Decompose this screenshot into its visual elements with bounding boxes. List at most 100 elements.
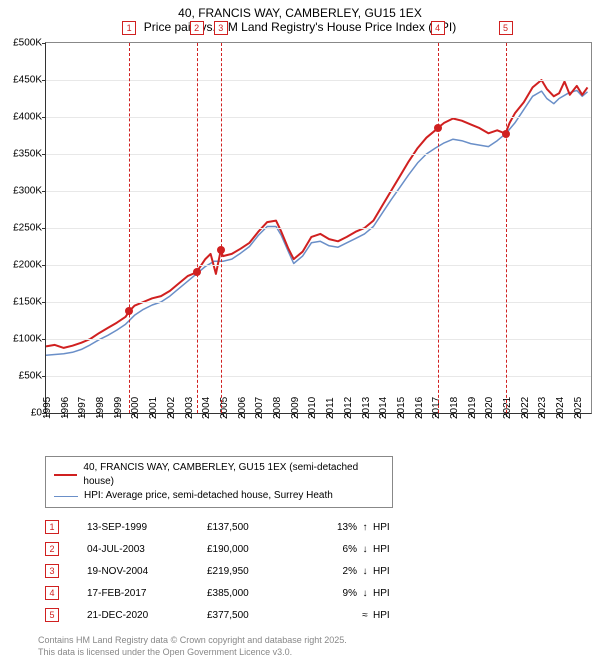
x-axis-label: 2010 xyxy=(307,397,318,419)
y-axis-label: £350K xyxy=(13,149,46,160)
sales-price: £377,500 xyxy=(207,610,317,621)
sales-arrow-icon: ≈ xyxy=(357,610,373,621)
x-axis-label: 2006 xyxy=(237,397,248,419)
x-axis-label: 2000 xyxy=(130,397,141,419)
gridline-h xyxy=(46,117,591,118)
x-axis-label: 2021 xyxy=(502,397,513,419)
gridline-h xyxy=(46,339,591,340)
sales-idx: 4 xyxy=(45,586,59,600)
sale-marker-box: 2 xyxy=(190,21,204,35)
x-axis-label: 2018 xyxy=(449,397,460,419)
sales-row: 417-FEB-2017£385,0009%↓HPI xyxy=(45,582,600,604)
sale-marker-line xyxy=(221,43,222,413)
sale-marker-box: 4 xyxy=(431,21,445,35)
gridline-h xyxy=(46,265,591,266)
sale-marker-dot xyxy=(434,124,442,132)
sales-date: 04-JUL-2003 xyxy=(87,544,207,555)
y-axis-label: £50K xyxy=(19,371,46,382)
y-axis-label: £500K xyxy=(13,38,46,49)
sale-marker-box: 5 xyxy=(499,21,513,35)
sales-row: 204-JUL-2003£190,0006%↓HPI xyxy=(45,538,600,560)
sale-marker-dot xyxy=(125,307,133,315)
y-axis-label: £150K xyxy=(13,297,46,308)
sales-table: 113-SEP-1999£137,50013%↑HPI204-JUL-2003£… xyxy=(45,516,600,626)
x-axis-label: 2015 xyxy=(396,397,407,419)
x-axis-label: 1996 xyxy=(60,397,71,419)
x-axis-label: 2002 xyxy=(166,397,177,419)
x-axis-label: 2007 xyxy=(254,397,265,419)
x-axis-label: 2012 xyxy=(343,397,354,419)
y-axis-label: £100K xyxy=(13,334,46,345)
gridline-h xyxy=(46,154,591,155)
x-axis-label: 2009 xyxy=(290,397,301,419)
sale-marker-line xyxy=(506,43,507,413)
gridline-h xyxy=(46,191,591,192)
sales-hpi-label: HPI xyxy=(373,522,405,533)
footer: Contains HM Land Registry data © Crown c… xyxy=(38,634,600,658)
x-axis-label: 2003 xyxy=(184,397,195,419)
x-axis-label: 1998 xyxy=(95,397,106,419)
sale-marker-line xyxy=(129,43,130,413)
x-axis-label: 2001 xyxy=(148,397,159,419)
legend: 40, FRANCIS WAY, CAMBERLEY, GU15 1EX (se… xyxy=(45,456,393,508)
y-axis-label: £200K xyxy=(13,260,46,271)
sale-marker-box: 3 xyxy=(214,21,228,35)
sales-idx: 1 xyxy=(45,520,59,534)
title-line1: 40, FRANCIS WAY, CAMBERLEY, GU15 1EX xyxy=(0,6,600,20)
y-axis-label: £300K xyxy=(13,186,46,197)
x-axis-label: 2022 xyxy=(520,397,531,419)
sales-idx: 5 xyxy=(45,608,59,622)
x-axis-label: 1997 xyxy=(77,397,88,419)
gridline-h xyxy=(46,228,591,229)
x-axis-label: 2011 xyxy=(325,397,336,419)
sale-marker-box: 1 xyxy=(122,21,136,35)
gridline-h xyxy=(46,302,591,303)
sale-marker-dot xyxy=(193,268,201,276)
sales-date: 13-SEP-1999 xyxy=(87,522,207,533)
sales-price: £385,000 xyxy=(207,588,317,599)
x-axis-label: 2013 xyxy=(361,397,372,419)
y-axis-label: £250K xyxy=(13,223,46,234)
sale-marker-dot xyxy=(217,246,225,254)
sale-marker-line xyxy=(197,43,198,413)
gridline-h xyxy=(46,376,591,377)
sale-marker-dot xyxy=(502,130,510,138)
sales-hpi-label: HPI xyxy=(373,566,405,577)
sale-marker-line xyxy=(438,43,439,413)
sales-date: 17-FEB-2017 xyxy=(87,588,207,599)
x-axis-label: 2019 xyxy=(467,397,478,419)
chart-area: £0£50K£100K£150K£200K£250K£300K£350K£400… xyxy=(45,42,592,414)
x-axis-label: 2025 xyxy=(573,397,584,419)
x-axis-label: 2004 xyxy=(201,397,212,419)
x-axis-label: 2016 xyxy=(414,397,425,419)
legend-swatch xyxy=(54,496,78,497)
sales-price: £137,500 xyxy=(207,522,317,533)
sales-hpi-label: HPI xyxy=(373,544,405,555)
sales-date: 21-DEC-2020 xyxy=(87,610,207,621)
x-axis-label: 2014 xyxy=(378,397,389,419)
x-axis-label: 2024 xyxy=(555,397,566,419)
x-axis-label: 1999 xyxy=(113,397,124,419)
sales-pct: 6% xyxy=(317,544,357,555)
sales-row: 113-SEP-1999£137,50013%↑HPI xyxy=(45,516,600,538)
legend-label: HPI: Average price, semi-detached house,… xyxy=(84,489,333,503)
sales-price: £219,950 xyxy=(207,566,317,577)
y-axis-label: £450K xyxy=(13,75,46,86)
sales-hpi-label: HPI xyxy=(373,610,405,621)
y-axis-label: £400K xyxy=(13,112,46,123)
sales-arrow-icon: ↓ xyxy=(357,566,373,577)
footer-line1: Contains HM Land Registry data © Crown c… xyxy=(38,634,600,646)
x-axis-label: 2008 xyxy=(272,397,283,419)
sales-arrow-icon: ↓ xyxy=(357,544,373,555)
x-axis-label: 2023 xyxy=(537,397,548,419)
gridline-h xyxy=(46,80,591,81)
footer-line2: This data is licensed under the Open Gov… xyxy=(38,646,600,658)
sales-row: 319-NOV-2004£219,9502%↓HPI xyxy=(45,560,600,582)
sales-arrow-icon: ↓ xyxy=(357,588,373,599)
x-axis-label: 2020 xyxy=(484,397,495,419)
sales-hpi-label: HPI xyxy=(373,588,405,599)
sales-idx: 3 xyxy=(45,564,59,578)
sales-date: 19-NOV-2004 xyxy=(87,566,207,577)
sales-price: £190,000 xyxy=(207,544,317,555)
legend-label: 40, FRANCIS WAY, CAMBERLEY, GU15 1EX (se… xyxy=(83,461,384,489)
